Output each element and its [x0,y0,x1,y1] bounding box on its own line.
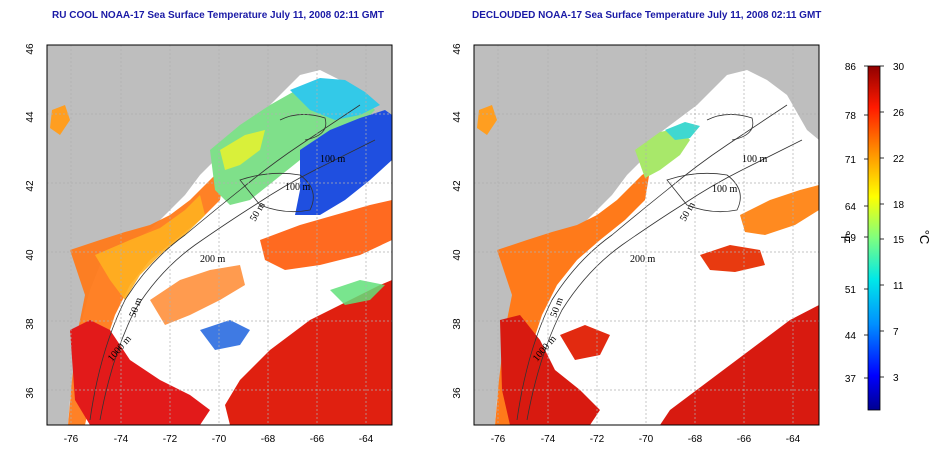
right-map-panel: 100 m 100 m 50 m 200 m 50 m 1000 m [473,44,820,426]
colorbar-gradient [867,65,881,411]
x-tick-label: -72 [590,434,605,445]
f-tick-label: 44 [845,331,857,342]
f-tick-label: 64 [845,202,857,213]
left-sst-green-patch [330,280,385,305]
right-contour-label: 200 m [630,254,656,265]
left-contour-label: 200 m [200,254,226,265]
left-land-mass [47,45,392,425]
right-bathymetry-contours [516,104,803,421]
y-tick-label: 46 [25,43,36,55]
x-tick-label: -64 [786,434,801,445]
left-x-axis: -76 -74 -72 -70 -68 -66 -64 [64,434,374,445]
left-sst-north-blue [295,110,392,215]
right-sst-east-orange [740,185,819,235]
x-tick-label: -74 [541,434,556,445]
colorbar-fahrenheit-ticks: 86 78 71 64 59 51 44 37 [845,62,857,385]
right-land-mass [474,45,819,425]
right-sst-southeast-red [660,305,819,425]
y-tick-label: 44 [25,111,36,123]
right-panel-title: DECLOUDED NOAA-17 Sea Surface Temperatur… [472,10,822,21]
right-y-axis: 46 44 42 40 38 36 [452,43,463,399]
y-tick-label: 38 [452,318,463,330]
right-x-axis: -76 -74 -72 -70 -68 -66 -64 [491,434,801,445]
right-sst-mid-red [560,325,610,360]
x-tick-label: -74 [114,434,129,445]
right-sst-patch-red [700,245,765,272]
f-tick-label: 78 [845,111,857,122]
left-sst-south-red [70,320,210,425]
c-tick-label: 18 [893,200,905,211]
left-panel-title: RU COOL NOAA-17 Sea Surface Temperature … [52,10,384,21]
y-tick-label: 46 [452,43,463,55]
x-tick-label: -72 [163,434,178,445]
y-tick-label: 36 [25,387,36,399]
left-contour-label: 100 m [285,182,311,193]
left-y-axis: 46 44 42 40 38 36 [25,43,36,399]
right-sst-island-nw [477,105,497,135]
left-bathymetry-contours [89,104,376,421]
f-tick-label: 71 [845,155,857,166]
c-tick-label: 22 [893,154,905,165]
x-tick-label: -66 [310,434,325,445]
x-tick-label: -66 [737,434,752,445]
left-sst-yellow [220,130,265,170]
left-contour-label: 100 m [320,154,346,165]
c-tick-label: 11 [893,281,904,292]
celsius-unit-label: °C [917,230,932,245]
f-tick-label: 37 [845,374,857,385]
x-tick-label: -76 [64,434,79,445]
left-sst-north-cyan [290,78,380,120]
right-contour-label: 100 m [742,154,768,165]
y-tick-label: 38 [25,318,36,330]
f-tick-label: 51 [845,285,857,296]
c-tick-label: 15 [893,235,905,246]
right-sst-north-green [635,128,690,178]
left-sst-east-orange [260,200,392,270]
x-tick-label: -70 [639,434,654,445]
y-tick-label: 40 [25,249,36,261]
c-tick-label: 3 [893,373,899,384]
c-tick-label: 7 [893,327,899,338]
x-tick-label: -64 [359,434,374,445]
colorbar-celsius-ticks: 30 26 22 18 15 11 7 3 [893,62,905,384]
left-sst-island-nw [50,105,70,135]
y-tick-label: 42 [25,180,36,192]
f-tick-label: 59 [845,233,857,244]
c-tick-label: 26 [893,108,905,119]
left-sst-orange-band [95,195,205,300]
right-contour-label: 100 m [712,184,738,195]
left-gridlines [47,45,392,425]
left-sst-mid-orange [150,265,245,325]
y-tick-label: 36 [452,387,463,399]
colorbar: 86 78 71 64 59 51 44 37 30 26 22 18 15 1… [838,62,932,411]
x-tick-label: -68 [261,434,276,445]
left-sst-southeast-red [225,280,392,425]
left-sst-blue-speckle [200,320,250,350]
x-tick-label: -76 [491,434,506,445]
f-tick-label: 86 [845,62,857,73]
x-tick-label: -68 [688,434,703,445]
x-tick-label: -70 [212,434,227,445]
right-sst-north-cyan [665,122,700,140]
y-tick-label: 44 [452,111,463,123]
y-tick-label: 42 [452,180,463,192]
y-tick-label: 40 [452,249,463,261]
fahrenheit-unit-label: °F [838,230,853,243]
right-gridlines [474,45,819,425]
right-sst-south-red [500,315,600,425]
c-tick-label: 30 [893,62,905,73]
left-map-panel: 100 m 100 m 50 m 200 m 50 m 1000 m [46,44,393,426]
